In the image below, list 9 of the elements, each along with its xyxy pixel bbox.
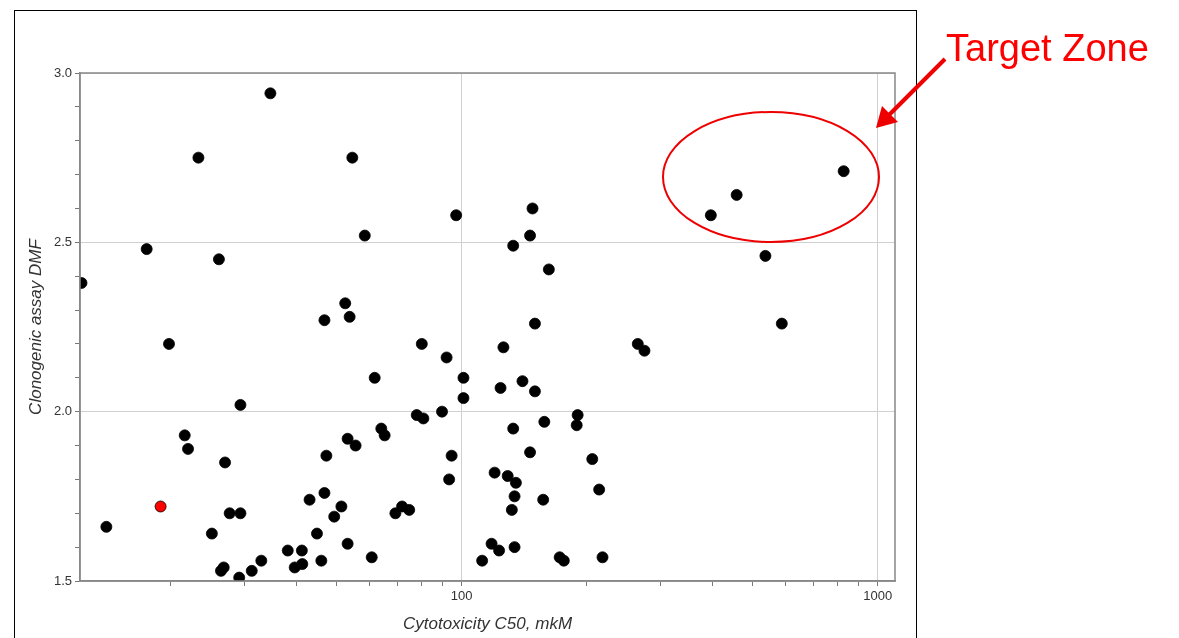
x-tick-label: 1000 (863, 588, 893, 604)
x-axis-title: Cytotoxicity C50, mkM (402, 613, 573, 633)
text: Target Zone (946, 26, 1149, 70)
y-tick-label: 3.0 (53, 64, 72, 80)
x-tick-label: 100 (450, 588, 473, 604)
y-tick-label: 1.5 (53, 572, 72, 588)
y-tick-label: 2.5 (53, 233, 72, 249)
y-axis-title: Clonogenic assay DMF (25, 237, 45, 415)
y-tick-label: 2.0 (53, 403, 72, 419)
